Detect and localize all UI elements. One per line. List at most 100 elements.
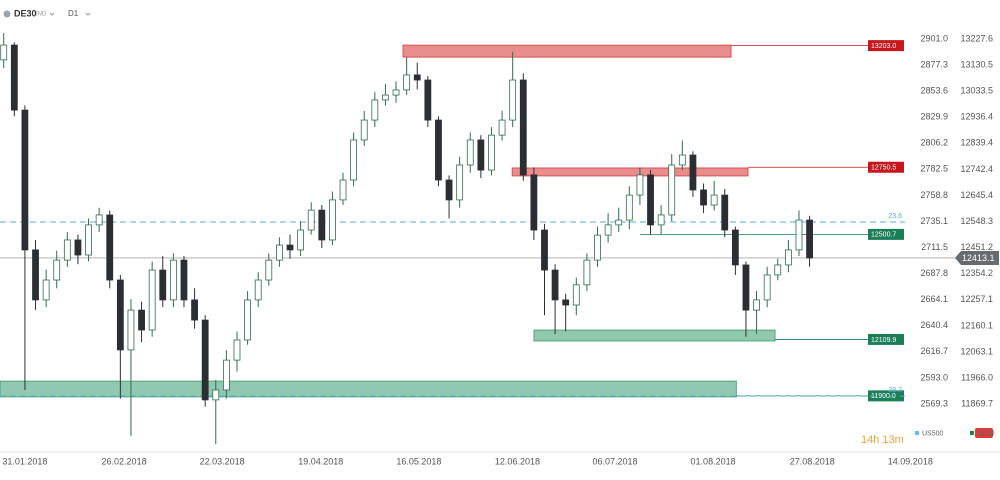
candle-body bbox=[0, 44, 8, 61]
symbol-dropdown[interactable] bbox=[49, 12, 55, 16]
y-tick-label: 12063.1 bbox=[960, 346, 993, 356]
timeframe-dropdown[interactable] bbox=[85, 12, 91, 16]
candle-body bbox=[541, 229, 548, 271]
candle-body bbox=[689, 154, 697, 191]
candle-body bbox=[572, 284, 580, 306]
candle-body bbox=[307, 209, 315, 231]
x-tick-label: 16.05.2018 bbox=[396, 456, 441, 466]
y-tick-label: 11966.0 bbox=[961, 372, 993, 382]
candle-body bbox=[10, 44, 18, 111]
y-tick-label: 12548.3 bbox=[960, 216, 993, 226]
timeframe[interactable]: D1 bbox=[68, 9, 79, 18]
candle-body bbox=[180, 259, 188, 301]
candle-body bbox=[657, 214, 665, 226]
level-tag-label: 12750.5 bbox=[871, 165, 896, 172]
current-price-tag bbox=[955, 250, 999, 265]
candle-body bbox=[488, 134, 495, 171]
candle-body bbox=[403, 74, 411, 91]
y-tick-label: 12257.1 bbox=[960, 294, 993, 304]
candle-body bbox=[265, 259, 273, 281]
y-tick-label: 12936.4 bbox=[960, 112, 993, 122]
y-tick-label: 12742.4 bbox=[960, 164, 993, 174]
symbol[interactable]: DE30 bbox=[14, 8, 37, 18]
candle-body bbox=[350, 139, 358, 181]
y-tick-label: 11869.7 bbox=[961, 398, 993, 408]
y-tick-label: 12354.2 bbox=[960, 268, 993, 278]
candle-body bbox=[731, 229, 739, 266]
zone bbox=[533, 329, 776, 342]
candle-body bbox=[233, 339, 241, 361]
y-tick-label: 12451.2 bbox=[960, 242, 993, 252]
market: IND bbox=[36, 12, 47, 18]
candle-body bbox=[456, 164, 464, 201]
candle-body bbox=[63, 239, 71, 261]
y2-tick-label: 2640.4 bbox=[920, 320, 948, 330]
fib-label: 38.2 bbox=[888, 387, 902, 394]
candle-body bbox=[551, 269, 559, 301]
x-tick-label: 06.07.2018 bbox=[592, 456, 637, 466]
x-tick-label: 27.08.2018 bbox=[790, 456, 835, 466]
level-tag bbox=[868, 40, 904, 52]
candle-body bbox=[371, 99, 379, 121]
level-tag bbox=[868, 161, 904, 173]
y2-tick-label: 2735.1 bbox=[920, 216, 948, 226]
candle-body bbox=[392, 89, 400, 96]
level-tag-label: 11900.0 bbox=[871, 393, 896, 400]
legend-label: US500 bbox=[922, 430, 944, 437]
candle-body bbox=[254, 279, 262, 301]
legend-label: DE30 bbox=[977, 430, 995, 437]
candle-body bbox=[191, 299, 198, 321]
candle-body bbox=[498, 119, 506, 136]
zone bbox=[511, 167, 749, 177]
y-tick-label: 13130.5 bbox=[960, 59, 993, 69]
x-tick-label: 19.04.2018 bbox=[298, 456, 343, 466]
logo bbox=[3, 10, 11, 18]
level-tag bbox=[868, 228, 904, 240]
legend-swatch bbox=[915, 431, 919, 435]
candle-body bbox=[615, 219, 623, 226]
candle-body bbox=[763, 274, 771, 301]
candle-body bbox=[625, 194, 633, 221]
candle-body bbox=[795, 219, 803, 251]
candle-body bbox=[201, 319, 209, 401]
y2-tick-label: 2687.8 bbox=[920, 268, 948, 278]
candle-body bbox=[42, 279, 50, 301]
candle-body bbox=[159, 269, 167, 301]
close-button[interactable] bbox=[975, 428, 993, 438]
candle-body bbox=[742, 264, 750, 311]
candle-body bbox=[466, 139, 474, 166]
y2-tick-label: 2593.0 bbox=[920, 372, 948, 382]
y-tick-label: 13227.6 bbox=[960, 33, 993, 43]
zone bbox=[402, 44, 732, 58]
candle-body bbox=[424, 79, 432, 121]
candle-body bbox=[222, 359, 230, 391]
candle-body bbox=[116, 279, 124, 351]
candle-body bbox=[604, 224, 612, 236]
x-tick-label: 12.06.2018 bbox=[495, 456, 540, 466]
level-tag-label: 12500.7 bbox=[871, 232, 896, 239]
candle-body bbox=[530, 174, 538, 231]
y-tick-label: 12160.1 bbox=[960, 320, 993, 330]
y2-tick-label: 2806.2 bbox=[920, 138, 948, 148]
y2-tick-label: 2877.3 bbox=[920, 59, 948, 69]
candle-body bbox=[562, 299, 570, 306]
zone bbox=[0, 380, 737, 398]
x-tick-label: 22.03.2018 bbox=[200, 456, 245, 466]
fib-label: 23.6 bbox=[888, 213, 902, 220]
y2-tick-label: 2569.3 bbox=[920, 398, 948, 408]
level-tag-label: 13203.0 bbox=[871, 43, 896, 50]
candle-body bbox=[148, 269, 156, 331]
candle-body bbox=[21, 109, 29, 251]
y2-tick-label: 2782.5 bbox=[920, 164, 948, 174]
candle-body bbox=[212, 389, 220, 401]
candle-body bbox=[509, 79, 517, 121]
y-tick-label: 13033.5 bbox=[960, 86, 993, 96]
legend-swatch bbox=[970, 431, 974, 435]
candle-body bbox=[106, 214, 114, 281]
candle-body bbox=[636, 174, 644, 196]
level-tag-label: 12109.9 bbox=[871, 337, 896, 344]
y2-tick-label: 2901.0 bbox=[920, 33, 948, 43]
